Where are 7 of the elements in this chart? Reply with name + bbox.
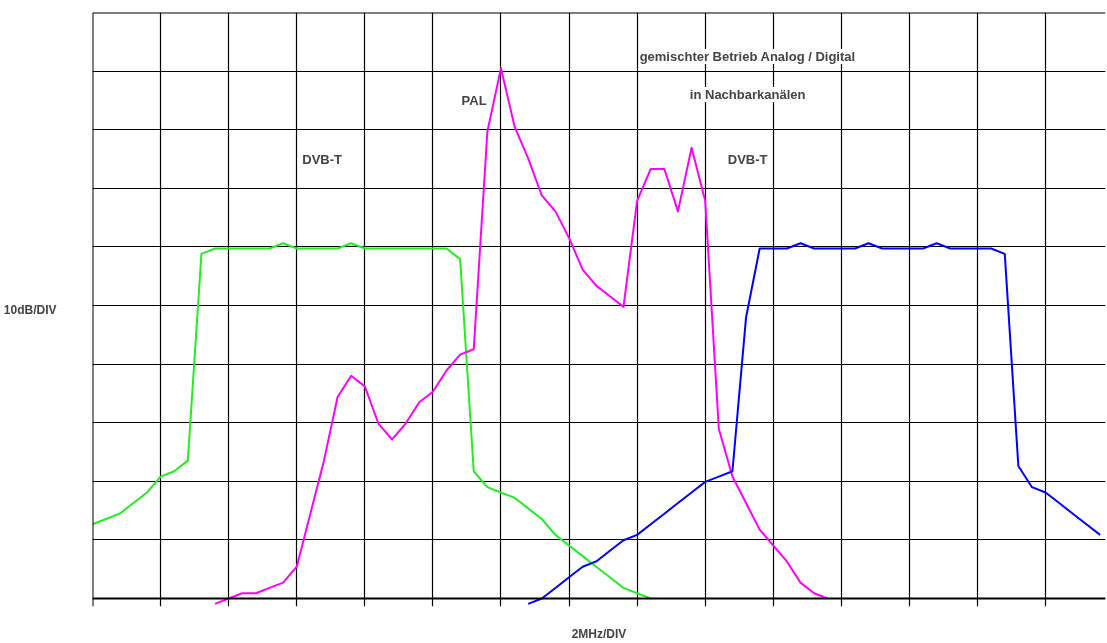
x-axis-title: 2MHz/DIV [571,626,627,641]
annotation: DVB-T [302,151,343,167]
annotation: in Nachbarkanälen [689,87,806,103]
text: gemischter Betrieb Analog / Digital [639,48,856,64]
annotation: DVB-T [727,151,768,167]
annotation: PAL [461,92,487,108]
y-axis-title: 10dB/DIV [3,302,57,317]
